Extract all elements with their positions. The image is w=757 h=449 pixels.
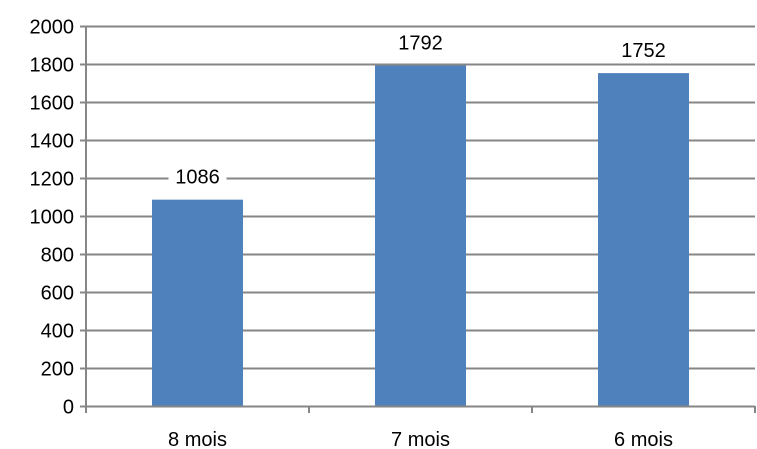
bars bbox=[152, 65, 689, 407]
x-tick-label: 7 mois bbox=[391, 429, 450, 449]
data-labels: 1086 1792 1752 bbox=[168, 29, 673, 190]
data-label: 1086 bbox=[175, 167, 220, 189]
axes bbox=[80, 25, 756, 413]
y-tick-label: 1800 bbox=[30, 55, 75, 77]
bar-7-mois bbox=[375, 65, 466, 407]
x-tick-label: 6 mois bbox=[614, 429, 673, 449]
bar-6-mois bbox=[598, 73, 689, 407]
y-tick-labels: 0 200 400 600 800 1000 1200 1400 1600 1800 2000 bbox=[30, 17, 75, 419]
x-tick-label: 8 mois bbox=[168, 429, 227, 449]
y-tick-label: 0 bbox=[63, 397, 74, 419]
data-label-background bbox=[614, 37, 673, 64]
y-tick-label: 600 bbox=[41, 283, 74, 305]
data-label: 1752 bbox=[621, 40, 666, 62]
y-tick-label: 400 bbox=[41, 321, 74, 343]
y-tick-label: 800 bbox=[41, 245, 74, 267]
y-tick-label: 200 bbox=[41, 359, 74, 381]
y-tick-label: 2000 bbox=[30, 17, 75, 39]
bar-8-mois bbox=[152, 199, 243, 406]
data-label: 1792 bbox=[398, 33, 443, 55]
y-tick-label: 1400 bbox=[30, 131, 75, 153]
x-tick-labels: 8 mois 7 mois 6 mois bbox=[168, 429, 673, 449]
y-tick-label: 1600 bbox=[30, 93, 75, 115]
y-tick-label: 1000 bbox=[30, 207, 75, 229]
y-tick-label: 1200 bbox=[30, 169, 75, 191]
data-label-background bbox=[391, 29, 450, 56]
data-label-background bbox=[168, 163, 227, 190]
